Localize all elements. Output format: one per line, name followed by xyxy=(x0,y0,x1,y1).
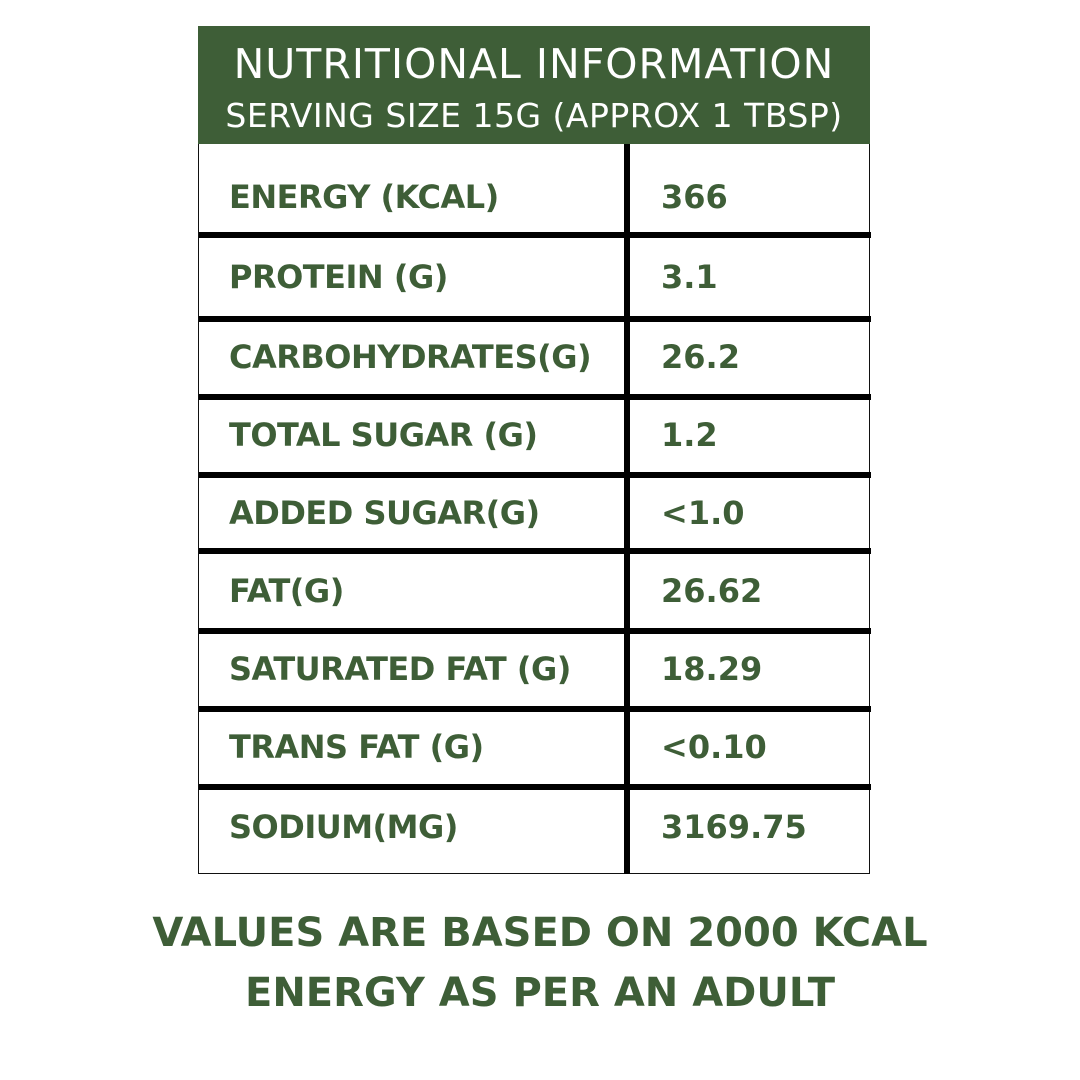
row-divider xyxy=(199,548,871,554)
table-row: PROTEIN (G) 3.1 xyxy=(199,238,871,316)
nutrient-label: TRANS FAT (G) xyxy=(229,728,484,766)
table-row: SATURATED FAT (G) 18.29 xyxy=(199,630,871,708)
row-divider xyxy=(199,706,871,712)
footer-note-line-1: VALUES ARE BASED ON 2000 KCAL xyxy=(152,910,928,956)
nutrition-header: NUTRITIONAL INFORMATION SERVING SIZE 15G… xyxy=(198,26,870,144)
nutrient-value: 1.2 xyxy=(661,416,718,454)
nutrient-label: SATURATED FAT (G) xyxy=(229,650,571,688)
nutrient-label: TOTAL SUGAR (G) xyxy=(229,416,538,454)
nutrient-value: 3169.75 xyxy=(661,808,807,846)
serving-size: SERVING SIZE 15G (APPROX 1 TBSP) xyxy=(225,96,843,135)
nutrient-label: SODIUM(MG) xyxy=(229,808,458,846)
table-row: TOTAL SUGAR (G) 1.2 xyxy=(199,396,871,474)
nutrient-label: ADDED SUGAR(G) xyxy=(229,494,540,532)
column-divider xyxy=(624,144,630,874)
footer-note-line-2: ENERGY AS PER AN ADULT xyxy=(245,970,835,1016)
nutrient-label: ENERGY (KCAL) xyxy=(229,178,499,216)
table-row: CARBOHYDRATES(G) 26.2 xyxy=(199,318,871,396)
row-divider xyxy=(199,472,871,478)
nutrient-label: PROTEIN (G) xyxy=(229,258,448,296)
row-divider xyxy=(199,232,871,238)
nutrient-value: 18.29 xyxy=(661,650,763,688)
row-divider xyxy=(199,316,871,322)
nutrient-value: 26.2 xyxy=(661,338,740,376)
nutrient-value: 3.1 xyxy=(661,258,718,296)
nutrition-table: ENERGY (KCAL) 366 PROTEIN (G) 3.1 CARBOH… xyxy=(198,144,871,874)
table-row: FAT(G) 26.62 xyxy=(199,552,871,630)
table-row: ENERGY (KCAL) 366 xyxy=(199,158,871,236)
nutrient-value: <1.0 xyxy=(661,494,745,532)
row-divider xyxy=(199,628,871,634)
row-divider xyxy=(199,394,871,400)
table-row: SODIUM(MG) 3169.75 xyxy=(199,788,871,866)
row-divider xyxy=(199,784,871,790)
nutrient-value: 366 xyxy=(661,178,728,216)
nutrient-value: 26.62 xyxy=(661,572,763,610)
table-row: ADDED SUGAR(G) <1.0 xyxy=(199,474,871,552)
nutrient-value: <0.10 xyxy=(661,728,767,766)
nutrient-label: FAT(G) xyxy=(229,572,344,610)
nutrient-label: CARBOHYDRATES(G) xyxy=(229,338,592,376)
nutrition-title: NUTRITIONAL INFORMATION xyxy=(233,40,835,88)
table-row: TRANS FAT (G) <0.10 xyxy=(199,708,871,786)
nutrition-panel: NUTRITIONAL INFORMATION SERVING SIZE 15G… xyxy=(198,26,871,874)
